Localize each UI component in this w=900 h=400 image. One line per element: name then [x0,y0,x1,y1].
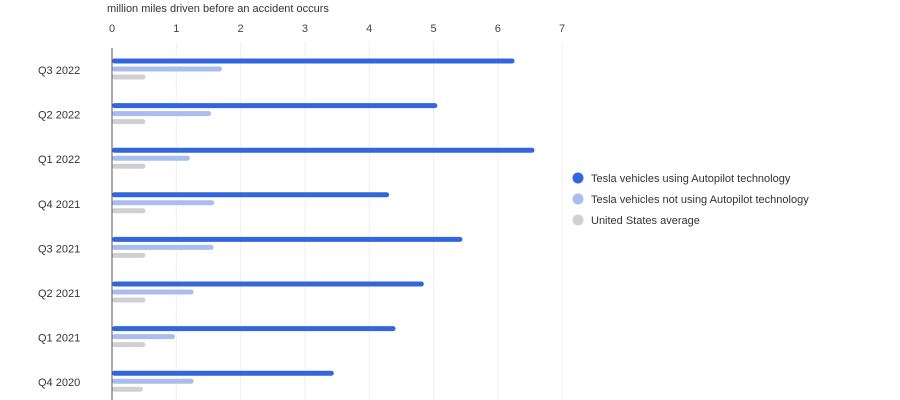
legend-swatch [572,214,584,226]
bar [112,58,515,64]
bar [112,200,215,206]
bar [112,74,146,80]
bar [112,163,146,169]
x-tick-label: 1 [173,23,179,35]
category-label: Q2 2021 [38,288,80,300]
bar [112,103,438,109]
x-tick-label: 5 [430,23,436,35]
bar [112,334,176,340]
bar [112,244,214,250]
category-label: Q4 2021 [38,199,80,211]
bar [112,326,396,332]
bar [112,370,334,376]
x-tick-label: 3 [302,23,308,35]
bar [112,147,535,153]
category-label: Q3 2021 [38,243,80,255]
x-tick-label: 6 [495,23,501,35]
bars [112,58,535,392]
bar [112,297,146,303]
bar [112,378,194,384]
legend-label: United States average [591,215,700,227]
bar [112,236,463,242]
x-axis-ticks: 0 1 2 3 4 5 6 7 [109,23,565,35]
category-labels: Q3 2022 Q2 2022 Q1 2022 Q4 2021 Q3 2021 Q2 20… [38,65,80,389]
bar [112,119,146,125]
x-tick-label: 2 [238,23,244,35]
x-tick-label: 7 [559,23,565,35]
category-label: Q4 2020 [38,377,80,389]
category-label: Q3 2022 [38,65,80,77]
bar [112,208,146,214]
category-label: Q1 2022 [38,154,80,166]
legend-label: Tesla vehicles using Autopilot technolog… [591,173,791,185]
category-label: Q1 2021 [38,333,80,345]
legend-swatch [572,193,584,205]
grid [175,42,563,400]
category-label: Q2 2022 [38,110,80,122]
bar [112,192,390,198]
x-axis-title: million miles driven before an accident … [107,3,329,15]
legend-label: Tesla vehicles not using Autopilot techn… [591,194,809,206]
bar [112,155,190,161]
bar [112,386,143,392]
bar [112,281,424,287]
legend-swatch [572,172,584,184]
legend: Tesla vehicles using Autopilot technolog… [572,172,809,227]
bar [112,342,146,348]
bar [112,289,194,295]
bar [112,252,146,258]
bar [112,111,212,117]
x-tick-label: 4 [366,23,372,35]
bar [112,66,222,72]
x-tick-label: 0 [109,23,115,35]
